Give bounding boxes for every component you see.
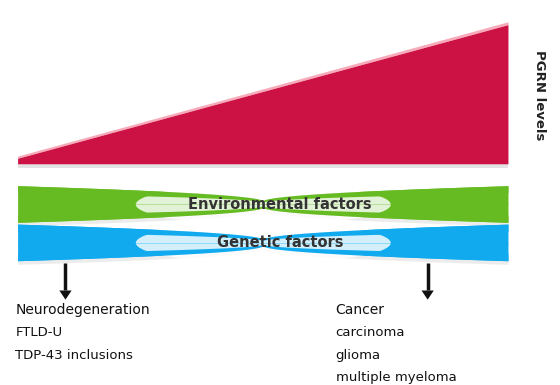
Text: Cancer: Cancer bbox=[336, 303, 385, 317]
Polygon shape bbox=[18, 224, 508, 241]
Polygon shape bbox=[18, 186, 508, 223]
Polygon shape bbox=[18, 186, 508, 203]
Polygon shape bbox=[18, 22, 508, 159]
Text: FTLD-U: FTLD-U bbox=[15, 326, 63, 339]
Text: multiple myeloma: multiple myeloma bbox=[336, 372, 456, 384]
Text: carcinoma: carcinoma bbox=[336, 326, 405, 339]
Text: Neurodegeneration: Neurodegeneration bbox=[15, 303, 150, 317]
Polygon shape bbox=[18, 208, 508, 226]
Ellipse shape bbox=[136, 184, 391, 224]
Polygon shape bbox=[422, 291, 434, 300]
Text: Genetic factors: Genetic factors bbox=[217, 235, 343, 250]
Polygon shape bbox=[18, 224, 508, 261]
Polygon shape bbox=[18, 207, 508, 223]
Text: Environmental factors: Environmental factors bbox=[188, 197, 372, 212]
Polygon shape bbox=[18, 245, 508, 261]
Text: TDP-43 inclusions: TDP-43 inclusions bbox=[15, 349, 133, 362]
Polygon shape bbox=[18, 246, 508, 265]
Ellipse shape bbox=[136, 223, 391, 263]
Text: glioma: glioma bbox=[336, 349, 381, 362]
Polygon shape bbox=[18, 162, 508, 168]
Polygon shape bbox=[59, 291, 72, 300]
Text: PGRN levels: PGRN levels bbox=[533, 50, 545, 140]
Polygon shape bbox=[18, 25, 508, 164]
